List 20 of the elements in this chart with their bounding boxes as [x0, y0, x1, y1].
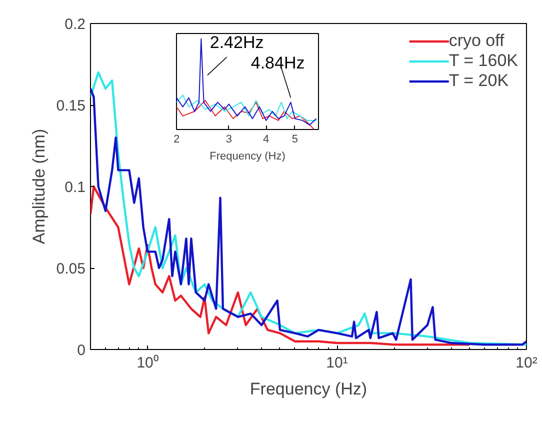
y-tick-label: 0: [77, 342, 86, 359]
x-tick-label: 4: [263, 134, 270, 146]
y-tick-label: 0.1: [64, 179, 86, 196]
legend-label: T = 20K: [448, 71, 509, 91]
x-tick-label: 10²: [516, 354, 538, 372]
x-tick-label: 3: [226, 134, 232, 146]
annotation: 2.42Hz: [210, 32, 264, 52]
legend-label: cryo off: [448, 31, 504, 51]
x-tick-label: 10⁰: [136, 354, 158, 372]
y-axis-title: Amplitude (nm): [29, 128, 48, 244]
annotation: 4.84Hz: [250, 53, 305, 72]
y-tick-label: 0.2: [64, 16, 86, 33]
y-tick-label: 0.05: [56, 260, 86, 278]
y-tick-label: 0.15: [56, 98, 86, 114]
x-axis-title: Frequency (Hz): [210, 150, 286, 162]
x-axis-title: Frequency (Hz): [250, 380, 368, 398]
x-tick-label: 10¹: [326, 354, 348, 372]
x-tick-label: 5: [292, 134, 298, 146]
x-tick-label: 2: [173, 134, 180, 146]
legend-label: T = 160K: [448, 51, 518, 71]
